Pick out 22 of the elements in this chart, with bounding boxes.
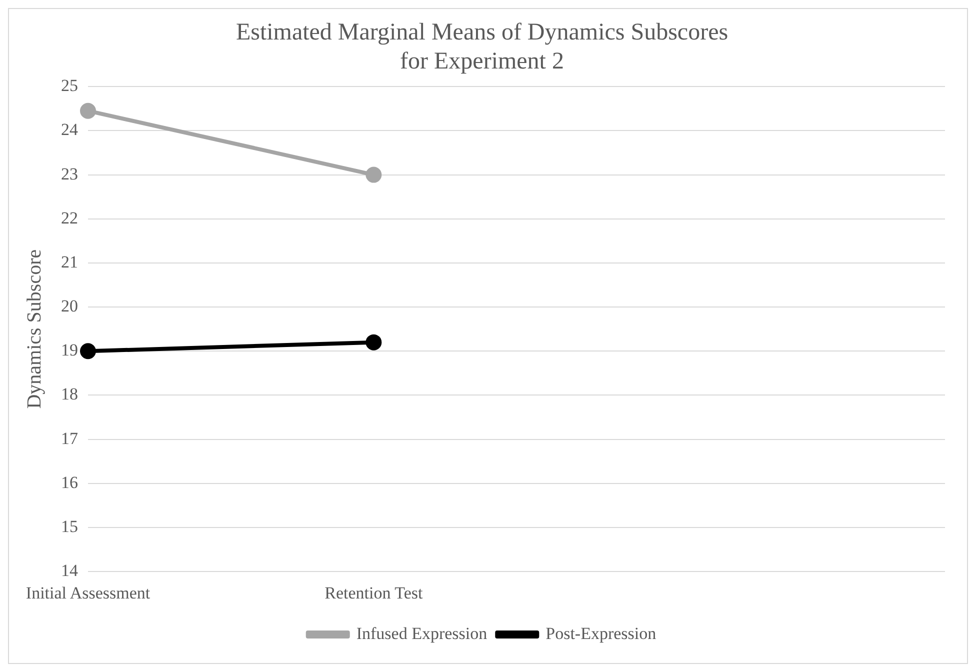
- point: [80, 102, 96, 119]
- y-tick-label: 22: [61, 208, 78, 228]
- y-tick-label: 14: [61, 561, 78, 580]
- y-tick-label: 20: [61, 296, 78, 316]
- y-tick-label: 15: [61, 516, 78, 536]
- y-tick-label: 24: [61, 120, 78, 140]
- y-tick-label: 18: [61, 384, 78, 404]
- y-tick-label: 17: [61, 428, 78, 448]
- point: [366, 334, 382, 350]
- x-tick-label: Initial Assessment: [26, 583, 150, 602]
- x-tick-label: Retention Test: [324, 583, 424, 602]
- y-axis-title: Dynamics Subscore: [23, 249, 46, 409]
- chart-title: Estimated Marginal Means of Dynamics Subscores for Experiment 2: [236, 20, 728, 74]
- point: [80, 343, 96, 360]
- y-tick-label: 25: [61, 76, 78, 96]
- point: [366, 166, 382, 183]
- y-tick-label: 21: [61, 252, 78, 272]
- y-tick-label: 16: [61, 472, 78, 492]
- y-tick-label: 23: [61, 164, 78, 184]
- y-tick-label: 19: [61, 340, 78, 360]
- legend-label: Infused Expression: [356, 624, 488, 643]
- legend-label: Post-Expression: [546, 624, 657, 643]
